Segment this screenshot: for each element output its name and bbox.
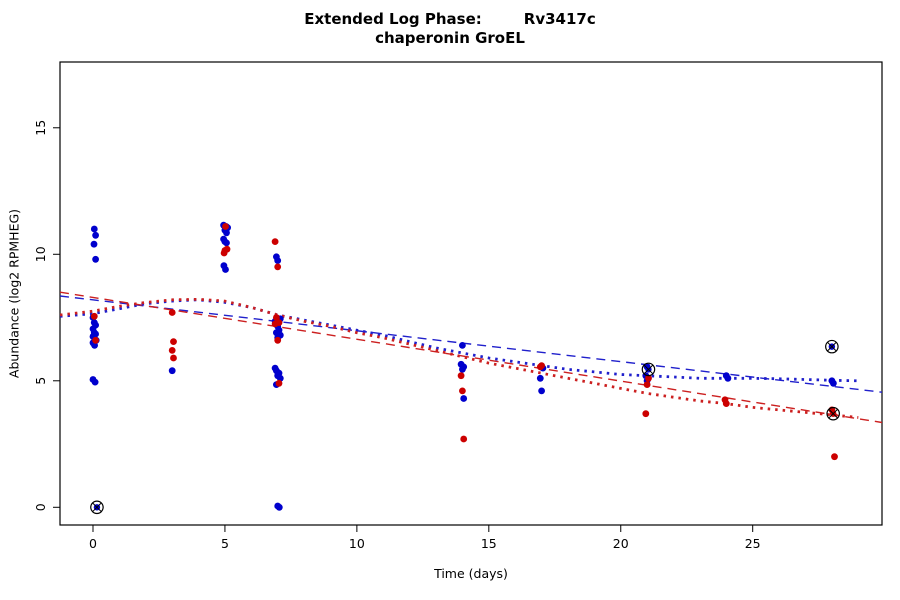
- y-tick-label: 10: [33, 246, 48, 262]
- red-point: [170, 338, 177, 345]
- chart-title-left: Extended Log Phase:: [304, 10, 482, 28]
- y-axis-label: Abundance (log2 RPMHEG): [6, 208, 22, 379]
- blue-point: [459, 342, 466, 349]
- red-point: [459, 387, 466, 395]
- blue-point: [536, 374, 544, 382]
- outlier-cross-mark: [92, 502, 102, 513]
- red-point: [275, 379, 283, 387]
- outlier-cross-mark: [828, 408, 838, 419]
- x-tick-label: 0: [89, 536, 97, 551]
- outlier-circle-mark: [826, 406, 840, 421]
- blue-point: [275, 503, 283, 511]
- y-tick-label: 0: [33, 503, 48, 511]
- red-point: [222, 223, 229, 230]
- x-tick-label: 10: [349, 536, 365, 551]
- y-tick-label: 5: [33, 377, 48, 385]
- outlier-cross-mark: [643, 364, 654, 375]
- blue-point: [223, 239, 230, 247]
- x-tick-label: 20: [613, 536, 629, 551]
- blue-point: [92, 231, 99, 239]
- blue-point: [274, 257, 282, 264]
- blue-point: [90, 225, 98, 233]
- blue-point: [92, 255, 99, 263]
- blue-point: [223, 229, 230, 237]
- red-point: [170, 354, 177, 362]
- chart-subtitle: chaperonin GroEL: [375, 29, 525, 47]
- red-loess-fit: [59, 297, 859, 419]
- red-point: [536, 363, 544, 371]
- x-tick-label: 5: [221, 536, 229, 551]
- outlier-circle-mark: [825, 339, 839, 354]
- blue-point: [538, 387, 545, 395]
- blue-point: [222, 266, 229, 273]
- x-axis-label: Time (days): [434, 566, 508, 581]
- red-point: [271, 238, 279, 246]
- blue-point: [460, 395, 468, 402]
- blue-point: [90, 240, 98, 248]
- red-point: [642, 410, 650, 418]
- outlier-circle-mark: [641, 362, 656, 377]
- red-point: [722, 400, 730, 407]
- red-point: [457, 372, 465, 380]
- red-point: [643, 381, 651, 388]
- y-tick-label: 15: [33, 120, 48, 136]
- blue-point: [91, 342, 98, 349]
- red-point: [831, 453, 838, 461]
- blue-point: [91, 378, 99, 386]
- x-tick-label: 25: [745, 536, 761, 551]
- red-point: [92, 336, 99, 344]
- red-point: [271, 320, 279, 328]
- red-point: [274, 263, 282, 271]
- x-tick-label: 15: [481, 536, 497, 551]
- blue-point: [168, 367, 176, 375]
- outlier-cross-mark: [827, 341, 837, 352]
- outlier-circle-mark: [90, 500, 104, 515]
- red-point: [168, 347, 176, 354]
- red-point: [220, 249, 228, 257]
- red-linear-fit: [59, 291, 883, 424]
- blue-point: [724, 374, 732, 382]
- chart-title-block: Extended Log Phase: Rv3417c chaperonin G…: [0, 10, 900, 48]
- chart-title: Extended Log Phase: Rv3417c: [0, 10, 900, 29]
- red-point: [273, 314, 280, 321]
- red-point: [460, 435, 468, 443]
- plot-box: [59, 61, 883, 526]
- red-point: [645, 374, 652, 382]
- blue-point: [830, 379, 837, 387]
- red-point: [168, 309, 176, 316]
- blue-point: [459, 366, 466, 373]
- chart-title-gene: Rv3417c: [523, 10, 596, 28]
- red-point: [274, 336, 282, 344]
- blue-linear-fit: [59, 295, 883, 393]
- red-point: [90, 312, 98, 320]
